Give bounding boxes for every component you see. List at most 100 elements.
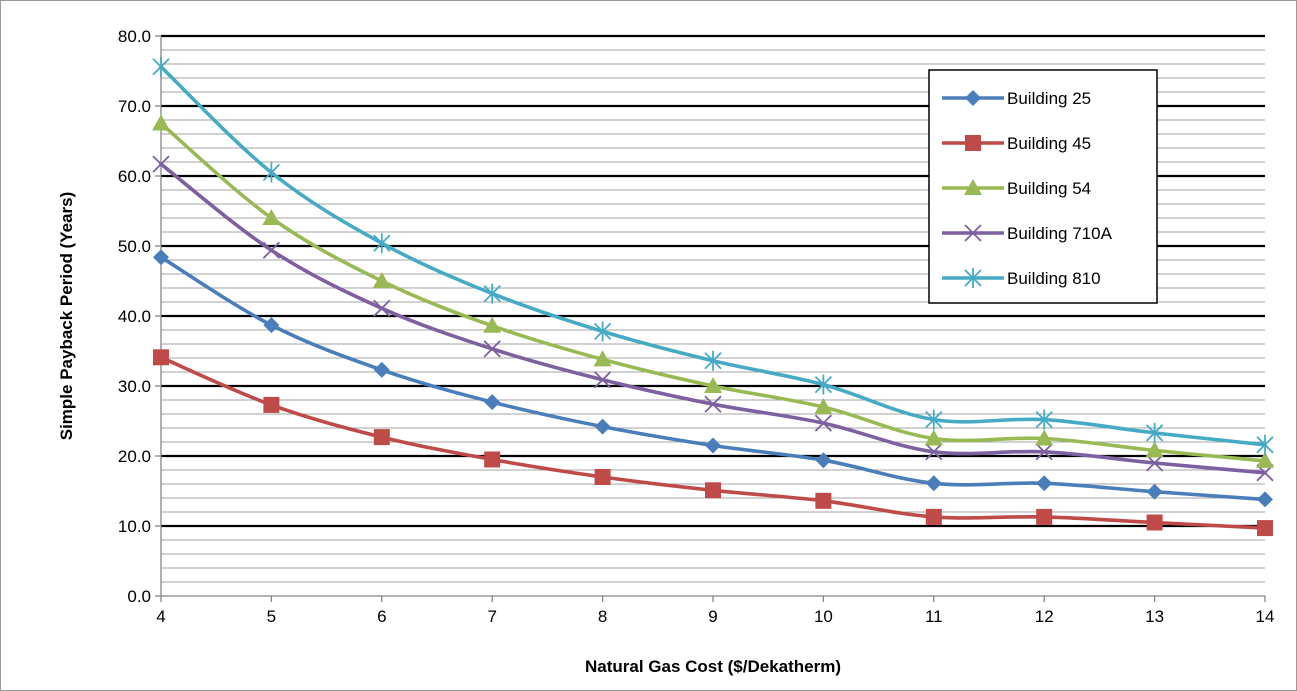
- data-point: [1146, 514, 1163, 531]
- legend-swatch-marker: [964, 224, 982, 242]
- series-building-45: [153, 349, 1273, 537]
- data-point: [152, 56, 170, 77]
- series-line: [159, 121, 1267, 463]
- data-point: [925, 443, 943, 461]
- data-point: [1145, 422, 1164, 443]
- y-tick-label: 20.0: [118, 447, 151, 466]
- data-point: [1145, 454, 1164, 472]
- data-point: [925, 409, 943, 430]
- data-point: [483, 283, 501, 304]
- legend-label: Building 25: [1007, 89, 1091, 108]
- legend-swatch-marker: [964, 268, 982, 288]
- x-tick-label: 4: [156, 607, 165, 626]
- data-point: [1036, 475, 1053, 492]
- data-point: [814, 398, 833, 414]
- data-point: [373, 299, 391, 317]
- data-point: [152, 155, 170, 173]
- series-building-810: [152, 56, 1274, 455]
- y-tick-label: 0.0: [127, 587, 151, 606]
- x-tick-label: 12: [1035, 607, 1054, 626]
- data-point: [705, 482, 721, 499]
- x-tick-label: 9: [708, 607, 717, 626]
- x-tick-label: 6: [377, 607, 386, 626]
- data-point: [373, 361, 390, 378]
- x-tick-label: 8: [598, 607, 607, 626]
- x-tick-label: 14: [1256, 607, 1275, 626]
- data-point: [814, 414, 833, 432]
- y-tick-label: 30.0: [118, 377, 151, 396]
- x-tick-label: 10: [814, 607, 833, 626]
- y-tick-label: 60.0: [118, 167, 151, 186]
- data-point: [815, 492, 832, 509]
- data-point: [1146, 483, 1163, 500]
- data-point: [262, 241, 281, 259]
- data-point: [1257, 491, 1273, 508]
- series-building-54: [152, 114, 1274, 468]
- x-tick-label: 7: [487, 607, 496, 626]
- x-tick-label: 13: [1145, 607, 1164, 626]
- data-point: [594, 469, 611, 485]
- data-point: [1256, 434, 1274, 455]
- legend-swatch-marker: [965, 135, 981, 151]
- legend-item: Building 710A: [942, 224, 1113, 243]
- data-point: [594, 418, 611, 435]
- legend-swatch-marker: [964, 179, 982, 195]
- data-point: [704, 350, 722, 371]
- y-tick-label: 40.0: [118, 307, 151, 326]
- legend-label: Building 810: [1007, 269, 1101, 288]
- legend-item: Building 25: [942, 89, 1091, 108]
- data-point: [924, 429, 943, 446]
- data-point: [593, 350, 612, 367]
- data-point: [814, 374, 833, 395]
- legend-item: Building 54: [942, 179, 1091, 198]
- data-point: [925, 508, 942, 525]
- data-point: [483, 340, 501, 358]
- x-tick-label: 11: [925, 607, 943, 626]
- data-point: [262, 209, 281, 225]
- legend-label: Building 54: [1007, 179, 1091, 198]
- y-tick-label: 50.0: [118, 237, 151, 256]
- data-point: [1036, 508, 1053, 525]
- x-tick-label: 5: [267, 607, 276, 626]
- series-line: [159, 65, 1267, 447]
- data-point: [815, 452, 832, 469]
- data-point: [1145, 441, 1164, 458]
- data-point: [705, 437, 721, 454]
- data-point: [373, 233, 391, 254]
- y-tick-label: 80.0: [118, 27, 151, 46]
- data-point: [483, 316, 502, 333]
- data-point: [1035, 429, 1054, 446]
- data-point: [1035, 443, 1053, 461]
- data-point: [1256, 451, 1274, 468]
- legend-label: Building 710A: [1007, 224, 1113, 243]
- data-point: [263, 396, 280, 413]
- series-building-710a: [152, 155, 1274, 482]
- data-point: [484, 451, 501, 468]
- data-point: [153, 349, 169, 366]
- data-point: [925, 475, 942, 492]
- data-point: [262, 162, 281, 183]
- data-point: [704, 395, 722, 413]
- data-point: [1035, 409, 1053, 430]
- legend-item: Building 45: [942, 134, 1091, 153]
- y-tick-label: 70.0: [118, 97, 151, 116]
- data-point: [593, 321, 612, 342]
- y-tick-label: 10.0: [118, 517, 151, 536]
- legend: Building 25 Building 45 Building 54 Buildin…: [928, 69, 1158, 304]
- data-point: [263, 317, 280, 334]
- data-point: [373, 429, 390, 446]
- data-point: [153, 249, 169, 266]
- data-point: [704, 377, 722, 393]
- series-group: [152, 56, 1274, 537]
- data-point: [484, 394, 501, 411]
- series-building-25: [153, 249, 1273, 508]
- x-axis-title: Natural Gas Cost ($/Dekatherm): [585, 657, 841, 676]
- legend-label: Building 45: [1007, 134, 1091, 153]
- data-point: [593, 371, 612, 389]
- y-axis-title: Simple Payback Period (Years): [57, 192, 76, 441]
- data-point: [152, 114, 170, 131]
- data-point: [1257, 520, 1273, 537]
- axes: 0.0 10.0 20.0 30.0 40.0 50.0 60.0 70.0 80.0 4 5 6 7 8…: [118, 27, 1275, 626]
